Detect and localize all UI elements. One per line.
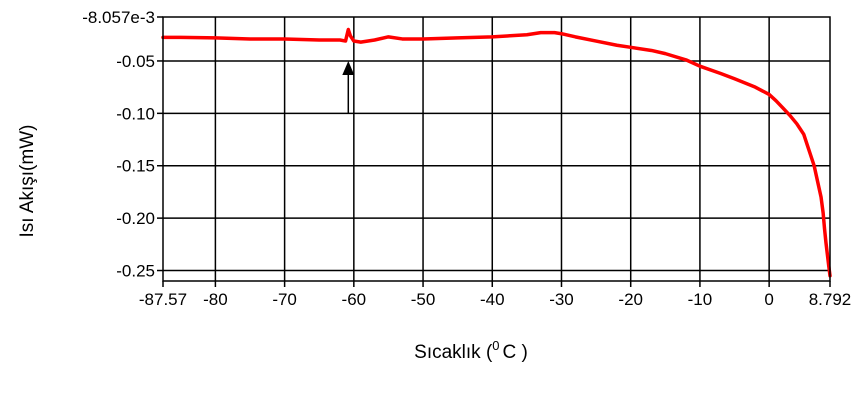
grid	[163, 17, 830, 281]
x-axis-title: Sıcaklık (0 C )	[414, 338, 528, 363]
x-tick-label: 0	[764, 290, 773, 309]
x-tick-label: -87.57	[139, 290, 187, 309]
x-axis-ticks: -87.57 -80 -70 -60 -50 -40 -30 -20 -10 0 8.792	[139, 281, 851, 309]
plot-frame	[162, 16, 831, 282]
plot-background	[163, 17, 830, 281]
annotation-arrow-head	[342, 61, 355, 76]
x-tick-label: -80	[203, 290, 228, 309]
x-tick-label: -10	[688, 290, 713, 309]
y-tick-label: -0.25	[116, 262, 155, 281]
y-tick-label: -0.15	[116, 157, 155, 176]
heat-flow-series-line	[161, 27, 832, 278]
x-tick-label: 8.792	[809, 290, 852, 309]
x-tick-label: -60	[342, 290, 367, 309]
y-tick-label: -0.05	[116, 52, 155, 71]
x-tick-label: -20	[618, 290, 643, 309]
x-axis-title-main: Sıcaklık (	[414, 342, 493, 363]
x-tick-label: -30	[549, 290, 574, 309]
y-tick-label: -0.10	[116, 104, 155, 123]
x-tick-label: -70	[272, 290, 297, 309]
annotations	[342, 61, 355, 114]
x-axis-title-unit: C )	[503, 342, 528, 363]
x-axis-title-superscript: 0	[492, 338, 499, 353]
x-tick-label: -40	[480, 290, 505, 309]
y-axis-ticks: -8.057e-3 -0.05 -0.10 -0.15 -0.20 -0.25	[82, 8, 163, 281]
y-tick-label: -8.057e-3	[82, 8, 155, 27]
y-tick-label: -0.20	[116, 209, 155, 228]
y-axis-title: Isı Akışı(mW)	[17, 125, 38, 238]
x-tick-label: -50	[411, 290, 436, 309]
